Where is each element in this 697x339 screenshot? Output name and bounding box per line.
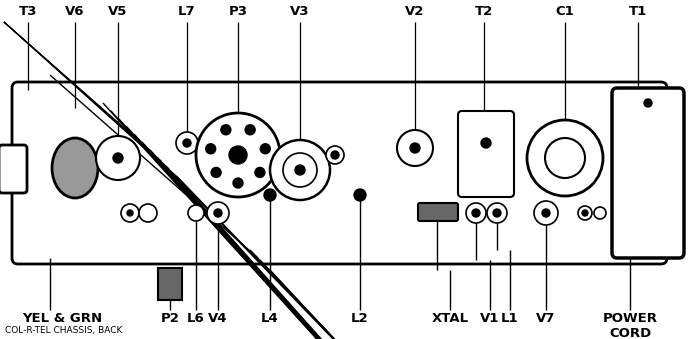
Text: L7: L7 [178, 5, 196, 18]
Circle shape [211, 167, 221, 177]
Circle shape [354, 189, 366, 201]
FancyBboxPatch shape [612, 88, 684, 258]
Text: V6: V6 [66, 5, 85, 18]
Circle shape [207, 202, 229, 224]
Text: V2: V2 [406, 5, 424, 18]
Circle shape [594, 207, 606, 219]
Circle shape [264, 189, 276, 201]
Circle shape [472, 209, 480, 217]
Circle shape [295, 165, 305, 175]
Ellipse shape [52, 138, 98, 198]
Text: L4: L4 [261, 312, 279, 325]
Bar [621, 183, 675, 247]
Text: P2: P2 [160, 312, 179, 325]
Circle shape [283, 153, 317, 187]
Text: L2: L2 [351, 312, 369, 325]
Text: POWER
CORD: POWER CORD [602, 312, 657, 339]
Circle shape [196, 113, 280, 197]
Circle shape [206, 144, 215, 154]
FancyBboxPatch shape [418, 203, 458, 221]
Circle shape [578, 206, 592, 220]
Circle shape [260, 144, 270, 154]
Circle shape [245, 125, 255, 135]
Circle shape [221, 125, 231, 135]
Circle shape [270, 140, 330, 200]
Text: XTAL: XTAL [431, 312, 468, 325]
FancyBboxPatch shape [12, 82, 667, 264]
Circle shape [545, 138, 585, 178]
Text: T1: T1 [629, 5, 647, 18]
Text: V7: V7 [536, 312, 556, 325]
Text: V3: V3 [290, 5, 309, 18]
Text: YEL & GRN: YEL & GRN [22, 312, 102, 325]
Circle shape [326, 146, 344, 164]
Bar [158, 268, 182, 300]
Circle shape [527, 120, 603, 196]
Circle shape [481, 138, 491, 148]
Circle shape [644, 99, 652, 107]
Text: T3: T3 [19, 5, 37, 18]
Circle shape [188, 205, 204, 221]
Text: P3: P3 [229, 5, 247, 18]
Circle shape [214, 209, 222, 217]
Text: COL-R-TEL CHASSIS, BACK: COL-R-TEL CHASSIS, BACK [5, 326, 123, 335]
Text: V1: V1 [480, 312, 500, 325]
Circle shape [139, 204, 157, 222]
FancyBboxPatch shape [458, 111, 514, 197]
Text: V4: V4 [208, 312, 228, 325]
Circle shape [121, 204, 139, 222]
Circle shape [113, 153, 123, 163]
Text: T2: T2 [475, 5, 493, 18]
Circle shape [493, 209, 501, 217]
Text: L6: L6 [187, 312, 205, 325]
Circle shape [534, 201, 558, 225]
Circle shape [96, 136, 140, 180]
Circle shape [127, 210, 133, 216]
Circle shape [331, 151, 339, 159]
Text: L1: L1 [501, 312, 519, 325]
Circle shape [229, 146, 247, 164]
Text: V5: V5 [108, 5, 128, 18]
Circle shape [233, 178, 243, 188]
Circle shape [582, 210, 588, 216]
Text: C1: C1 [556, 5, 574, 18]
Circle shape [255, 167, 265, 177]
Circle shape [487, 203, 507, 223]
Circle shape [542, 209, 550, 217]
Circle shape [466, 203, 486, 223]
Circle shape [397, 130, 433, 166]
Circle shape [176, 132, 198, 154]
FancyBboxPatch shape [0, 145, 27, 193]
Circle shape [410, 143, 420, 153]
Circle shape [183, 139, 191, 147]
